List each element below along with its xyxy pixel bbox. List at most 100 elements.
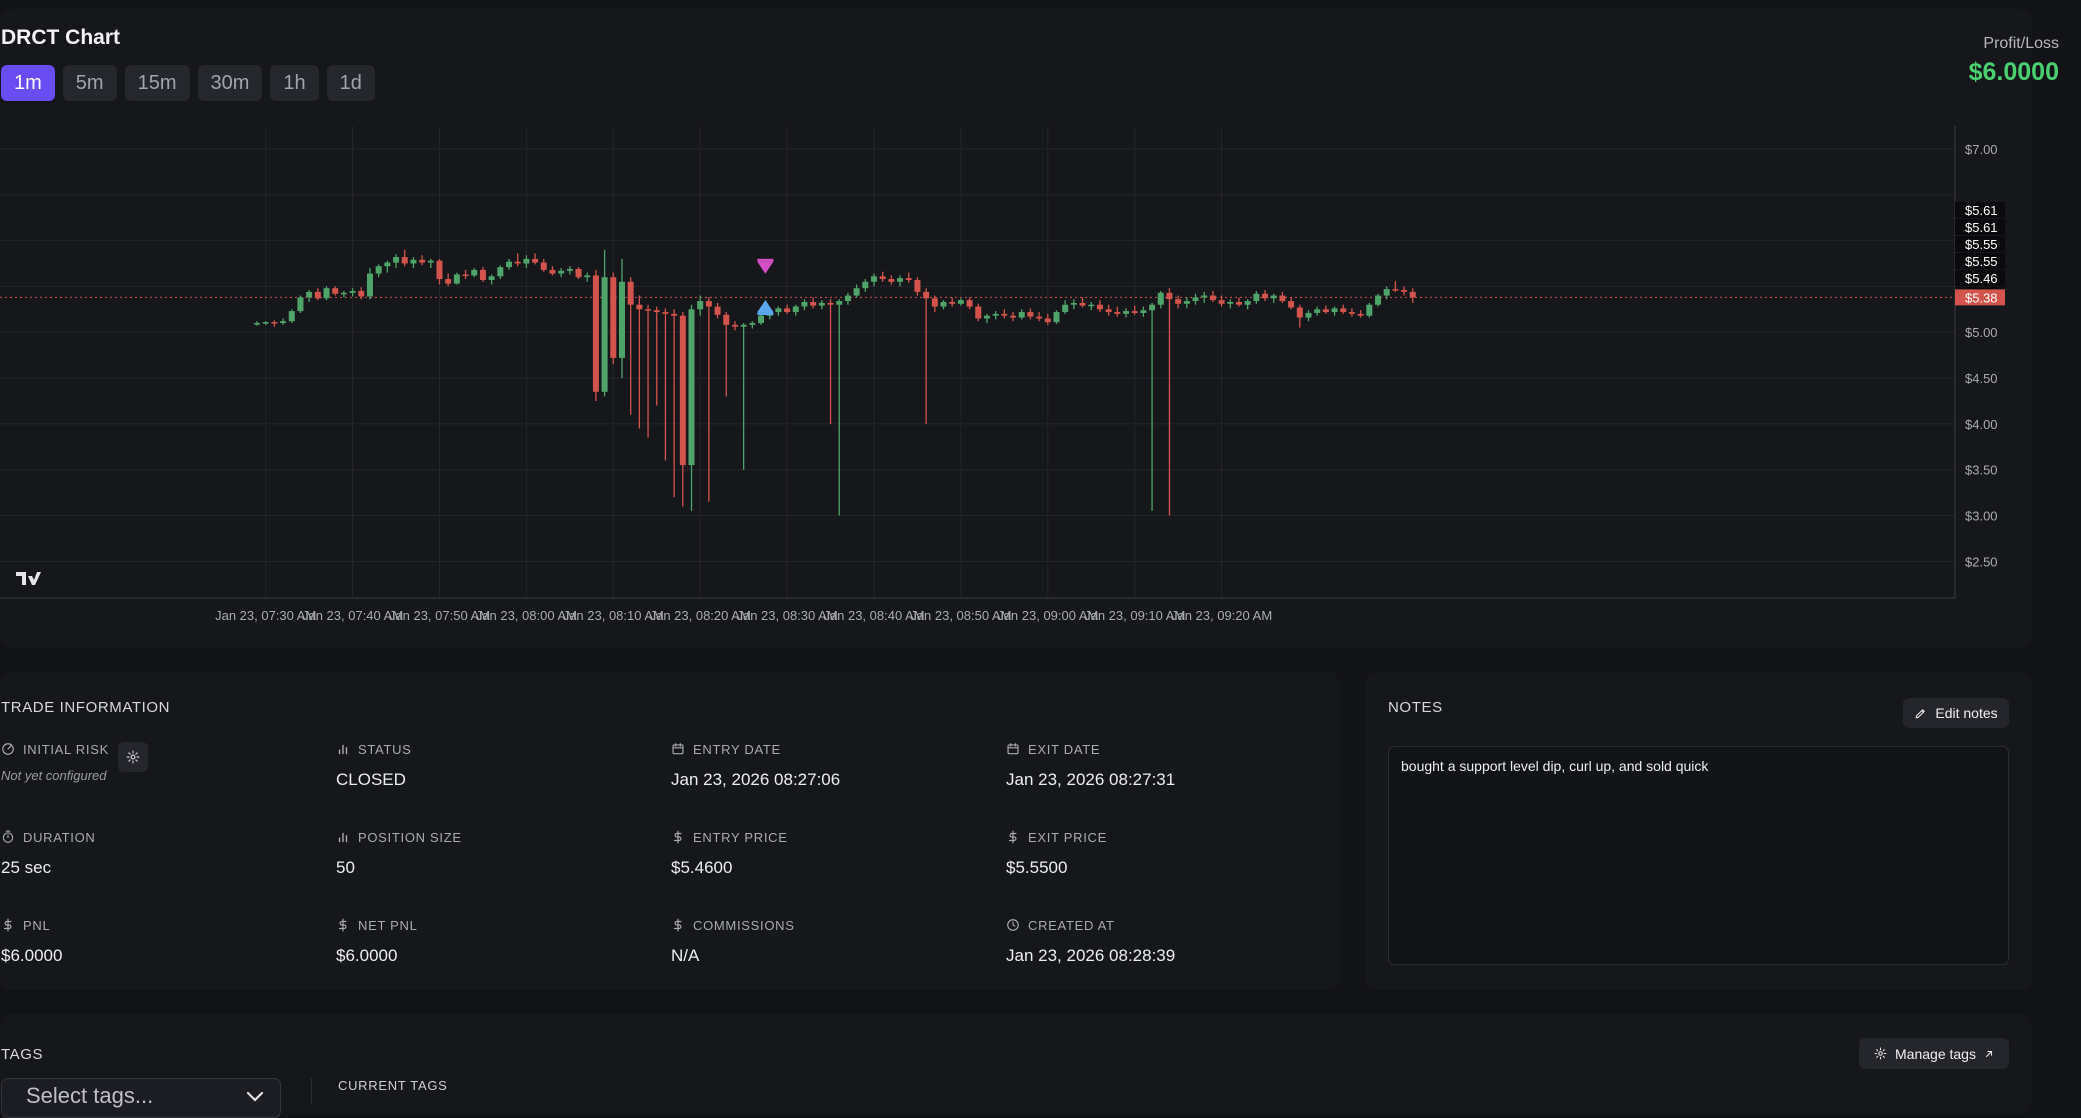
pencil-icon (1915, 708, 1926, 718)
edit-notes-label: Edit notes (1935, 705, 1998, 721)
candle-body (1366, 304, 1373, 316)
price-tag-label: $5.61 (1965, 203, 1998, 218)
candle-body (1401, 290, 1408, 292)
exit-marker-icon (757, 261, 774, 274)
candle-body (931, 298, 938, 307)
field-label-text: COMMISSIONS (693, 917, 795, 933)
candle-body (923, 291, 930, 299)
field-label: EXIT PRICE (1006, 828, 1306, 846)
field-value: 25 sec (1, 858, 52, 877)
trade-markers (757, 258, 774, 316)
entry-marker-bar (757, 312, 774, 316)
field-label: DURATION (1, 828, 301, 846)
candle-body (1288, 301, 1295, 308)
tradingview-logo-icon (16, 572, 41, 585)
candle-body (1010, 315, 1017, 318)
candle-body (479, 269, 486, 280)
candle-body (462, 274, 469, 276)
candle-body (1149, 304, 1156, 311)
candle-body (288, 311, 295, 322)
price-tag-label: $5.55 (1965, 254, 1998, 269)
x-tick-label: Jan 23, 08:50 AM (910, 608, 1011, 622)
candle-body (1166, 292, 1173, 300)
timeframe-30m-button[interactable]: 30m (197, 65, 263, 101)
price-chart[interactable]: $7.00 $5.00 $4.50 $4.00 $3.50 $3.00 $2.50 $5.61… (0, 124, 2032, 622)
candle-body (671, 313, 678, 316)
x-tick-label: Jan 23, 08:40 AM (823, 608, 924, 622)
y-axis: $7.00 $5.00 $4.50 $4.00 $3.50 $3.00 $2.50 $5.61… (1955, 142, 2005, 569)
field-value: $6.0000 (336, 946, 398, 965)
candle-body (1209, 295, 1216, 301)
field-position-size: POSITION SIZE 50 (336, 828, 636, 878)
field-label: PNL (1, 916, 301, 934)
candle-body (1262, 293, 1269, 299)
price-tag-bg (1955, 236, 2005, 252)
candle-body (358, 290, 365, 297)
candle-body (914, 279, 921, 292)
price-tag-label: $5.55 (1965, 237, 1998, 252)
field-label: ENTRY PRICE (671, 828, 971, 846)
candle-body (653, 310, 660, 313)
candle-body (1296, 307, 1303, 318)
candle-body (1192, 297, 1199, 302)
candle-body (540, 262, 547, 270)
candle-body (1001, 313, 1008, 316)
trade-information-title: TRADE INFORMATION (1, 699, 171, 716)
candle-body (1079, 302, 1086, 306)
y-tick-label: $7.00 (1965, 142, 1998, 157)
candle-body (306, 291, 313, 298)
candle-body (1096, 304, 1103, 310)
field-commissions: COMMISSIONS N/A (671, 916, 971, 966)
timeframe-5m-button[interactable]: 5m (62, 65, 117, 101)
field-value: $5.4600 (671, 858, 733, 877)
candle-body (1357, 313, 1364, 316)
candle-body (340, 292, 347, 295)
timeframe-15m-button[interactable]: 15m (124, 65, 190, 101)
field-exit-date: EXIT DATE Jan 23, 2026 08:27:31 (1006, 740, 1306, 790)
candle-body (827, 302, 834, 305)
candle-body (349, 290, 356, 293)
candle-body (575, 268, 582, 278)
external-link-icon (1985, 1050, 1993, 1057)
exit-marker-bar (757, 258, 774, 262)
candle-body (375, 266, 382, 274)
candle-body (688, 309, 695, 466)
price-tag-bg (1955, 270, 2005, 286)
x-tick-label: Jan 23, 08:20 AM (650, 608, 751, 622)
candle-body (506, 261, 513, 268)
last-price-tag-bg (1955, 289, 2005, 306)
x-tick-label: Jan 23, 07:50 AM (389, 608, 490, 622)
manage-tags-button[interactable]: Manage tags (1859, 1038, 2009, 1069)
clock-icon (1007, 919, 1019, 931)
notes-text[interactable]: bought a support level dip, curl up, and… (1388, 746, 2009, 965)
candle-body (627, 281, 634, 305)
timeframe-1h-button[interactable]: 1h (270, 65, 319, 101)
candle-body (1375, 295, 1382, 305)
candle-body (679, 315, 686, 466)
x-tick-label: Jan 23, 07:40 AM (302, 608, 403, 622)
chart-grid (0, 126, 1956, 599)
y-tick-label: $5.00 (1965, 325, 1998, 340)
field-label: NET PNL (336, 916, 636, 934)
field-created-at: CREATED AT Jan 23, 2026 08:28:39 (1006, 916, 1306, 966)
y-tick-label: $3.50 (1965, 463, 1998, 478)
candle-body (749, 323, 756, 325)
candle-body (844, 295, 851, 302)
candle-body (1044, 318, 1051, 323)
candle-body (662, 312, 669, 314)
timeframe-1d-button[interactable]: 1d (326, 65, 375, 101)
configure-risk-button[interactable] (118, 742, 148, 772)
timeframe-selector: 1m 5m 15m 30m 1h 1d (1, 65, 375, 101)
entry-marker-icon (757, 300, 774, 313)
price-tag-bg (1955, 219, 2005, 235)
candle-body (1018, 312, 1025, 318)
edit-notes-button[interactable]: Edit notes (1903, 698, 2009, 728)
candle-body (514, 261, 521, 264)
dollar-icon (1008, 830, 1017, 844)
field-label-text: INITIAL RISK (23, 741, 109, 757)
candle-body (1279, 295, 1286, 302)
select-tags-dropdown[interactable]: Select tags... (1, 1078, 281, 1118)
timeframe-1m-button[interactable]: 1m (1, 65, 55, 101)
candle-body (618, 281, 625, 358)
candle-body (1114, 312, 1121, 314)
